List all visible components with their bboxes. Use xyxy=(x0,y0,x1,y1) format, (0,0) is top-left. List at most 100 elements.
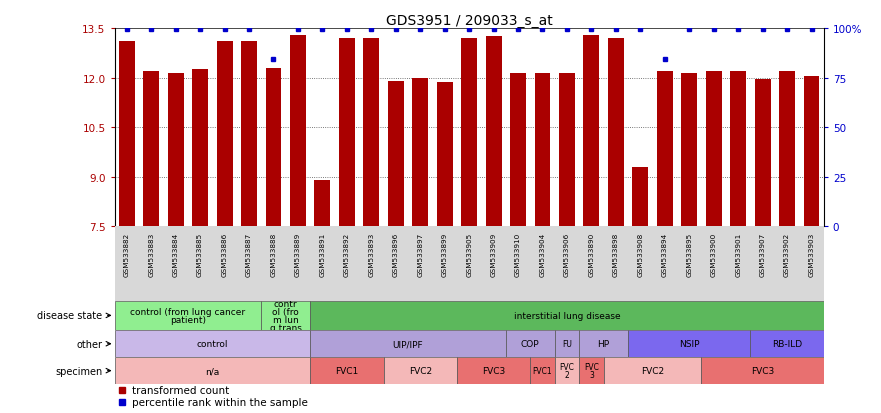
Text: GSM533887: GSM533887 xyxy=(246,233,252,277)
Bar xyxy=(706,72,722,227)
Text: GSM533897: GSM533897 xyxy=(418,233,423,277)
Bar xyxy=(363,39,379,227)
Text: FVC3: FVC3 xyxy=(751,366,774,375)
Bar xyxy=(579,330,628,357)
Text: GSM533899: GSM533899 xyxy=(441,233,448,277)
Bar xyxy=(803,77,819,227)
Text: GSM533902: GSM533902 xyxy=(784,233,790,277)
Text: FVC2: FVC2 xyxy=(641,366,664,375)
Bar xyxy=(167,74,183,227)
Bar xyxy=(559,74,575,227)
Text: NSIP: NSIP xyxy=(679,339,700,349)
Text: GSM533898: GSM533898 xyxy=(613,233,618,277)
Text: control (from lung cancer
patient): control (from lung cancer patient) xyxy=(130,307,246,324)
Text: GSM533907: GSM533907 xyxy=(759,233,766,277)
Text: interstitial lung disease: interstitial lung disease xyxy=(514,311,620,320)
Text: GSM533901: GSM533901 xyxy=(735,233,741,277)
Bar xyxy=(657,72,673,227)
Text: GSM533906: GSM533906 xyxy=(564,233,570,277)
Text: GSM533893: GSM533893 xyxy=(368,233,374,277)
Text: specimen: specimen xyxy=(55,366,102,376)
Bar xyxy=(535,74,551,227)
Text: contr
ol (fro
m lun
g trans: contr ol (fro m lun g trans xyxy=(270,299,301,332)
Text: disease state: disease state xyxy=(37,311,102,320)
Text: FVC1: FVC1 xyxy=(533,366,552,375)
Bar xyxy=(751,330,824,357)
Bar xyxy=(290,36,306,227)
Text: transformed count: transformed count xyxy=(131,385,229,394)
Text: n/a: n/a xyxy=(205,366,219,375)
Text: GSM533885: GSM533885 xyxy=(197,233,204,277)
Bar xyxy=(388,82,403,227)
Bar xyxy=(265,69,281,227)
Bar xyxy=(628,330,751,357)
Text: GSM533908: GSM533908 xyxy=(637,233,643,277)
Title: GDS3951 / 209033_s_at: GDS3951 / 209033_s_at xyxy=(386,14,552,28)
Bar xyxy=(217,42,233,227)
Bar xyxy=(779,72,795,227)
Bar xyxy=(339,39,355,227)
Bar xyxy=(510,74,526,227)
Bar xyxy=(681,74,697,227)
Bar xyxy=(461,39,478,227)
Bar xyxy=(115,301,262,330)
Text: other: other xyxy=(77,339,102,349)
Bar xyxy=(115,330,310,357)
Text: control: control xyxy=(196,339,228,349)
Text: HP: HP xyxy=(597,339,610,349)
Text: FVC1: FVC1 xyxy=(336,366,359,375)
Bar xyxy=(583,36,599,227)
Bar xyxy=(555,357,579,384)
Text: GSM533888: GSM533888 xyxy=(270,233,277,277)
Text: FVC
3: FVC 3 xyxy=(584,362,599,379)
Bar xyxy=(755,80,771,227)
Text: FU: FU xyxy=(562,339,572,349)
Text: FVC
2: FVC 2 xyxy=(559,362,574,379)
Text: FVC3: FVC3 xyxy=(482,366,505,375)
Text: GSM533909: GSM533909 xyxy=(491,233,497,277)
Bar xyxy=(633,167,648,227)
Bar xyxy=(603,357,701,384)
Bar xyxy=(192,70,208,227)
Text: GSM533896: GSM533896 xyxy=(393,233,399,277)
Bar xyxy=(555,330,579,357)
Bar xyxy=(383,357,457,384)
Bar xyxy=(315,180,330,227)
Text: GSM533882: GSM533882 xyxy=(123,233,130,277)
Text: GSM533904: GSM533904 xyxy=(539,233,545,277)
Text: COP: COP xyxy=(521,339,539,349)
Bar xyxy=(485,37,501,227)
Bar xyxy=(119,42,135,227)
Bar xyxy=(457,357,530,384)
Text: GSM533894: GSM533894 xyxy=(662,233,668,277)
Bar xyxy=(730,72,746,227)
Bar xyxy=(144,72,159,227)
Text: GSM533884: GSM533884 xyxy=(173,233,179,277)
Text: GSM533903: GSM533903 xyxy=(809,233,815,277)
Text: GSM533889: GSM533889 xyxy=(295,233,301,277)
Text: GSM533905: GSM533905 xyxy=(466,233,472,277)
Bar xyxy=(310,357,383,384)
Text: GSM533891: GSM533891 xyxy=(320,233,325,277)
Bar xyxy=(530,357,555,384)
Text: UIP/IPF: UIP/IPF xyxy=(393,339,423,349)
Text: RB-ILD: RB-ILD xyxy=(772,339,802,349)
Text: FVC2: FVC2 xyxy=(409,366,432,375)
Bar xyxy=(506,330,555,357)
Text: GSM533890: GSM533890 xyxy=(589,233,595,277)
Text: GSM533892: GSM533892 xyxy=(344,233,350,277)
Bar xyxy=(579,357,603,384)
Text: GSM533910: GSM533910 xyxy=(515,233,521,277)
Bar xyxy=(310,301,824,330)
Text: GSM533883: GSM533883 xyxy=(148,233,154,277)
Bar xyxy=(310,330,506,357)
Bar xyxy=(115,357,310,384)
Text: percentile rank within the sample: percentile rank within the sample xyxy=(131,397,307,408)
Text: GSM533886: GSM533886 xyxy=(222,233,227,277)
Bar xyxy=(701,357,824,384)
Bar xyxy=(608,39,624,227)
Bar xyxy=(241,42,257,227)
Text: GSM533900: GSM533900 xyxy=(711,233,716,277)
Text: GSM533895: GSM533895 xyxy=(686,233,692,277)
Bar xyxy=(437,83,453,227)
